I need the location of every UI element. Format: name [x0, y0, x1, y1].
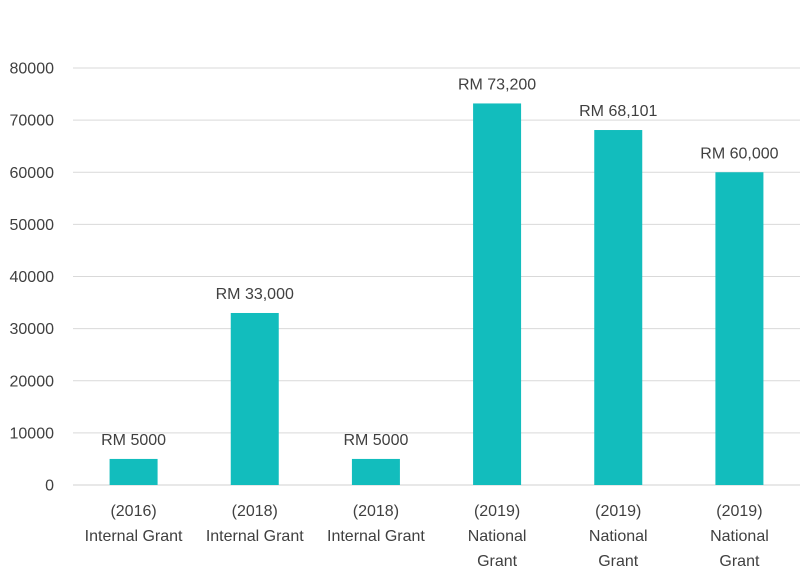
- x-tick-label-line: National: [710, 528, 769, 545]
- bar: [473, 103, 522, 485]
- data-label: RM 5000: [101, 432, 166, 449]
- x-axis-ticks: (2016) Internal Grant (2018) Internal Grant…: [85, 503, 769, 570]
- bar: [715, 172, 764, 485]
- x-tick-label-line: Internal Grant: [85, 528, 183, 545]
- x-tick-label-line: Grant: [598, 553, 639, 570]
- x-tick-label-line: Grant: [477, 553, 518, 570]
- data-label: RM 5000: [343, 432, 408, 449]
- x-tick-label: (2019) National Grant: [710, 503, 769, 570]
- x-tick-label-line: Internal Grant: [206, 528, 304, 545]
- gridlines: [73, 67, 800, 486]
- x-tick-label: (2019) National Grant: [589, 503, 648, 570]
- y-tick-label: 80000: [10, 61, 55, 78]
- y-tick-label: 20000: [10, 373, 55, 390]
- x-tick-label-line: (2016): [110, 503, 156, 520]
- x-tick-label-line: National: [589, 528, 648, 545]
- bar: [594, 130, 643, 485]
- data-label: RM 73,200: [458, 76, 536, 93]
- x-tick-label-line: (2018): [353, 503, 399, 520]
- y-axis-ticks: 0 10000 20000 30000 40000 50000 60000 70000 8000…: [10, 61, 55, 495]
- y-tick-label: 30000: [10, 321, 55, 338]
- x-tick-label-line: (2019): [595, 503, 641, 520]
- data-label: RM 33,000: [216, 286, 294, 303]
- x-tick-label-line: Internal Grant: [327, 528, 425, 545]
- x-tick-label-line: Grant: [719, 553, 760, 570]
- y-tick-label: 10000: [10, 425, 55, 442]
- x-tick-label: (2016) Internal Grant: [85, 503, 183, 545]
- x-tick-label: (2018) Internal Grant: [206, 503, 304, 545]
- x-tick-label-line: National: [468, 528, 527, 545]
- bars: [109, 103, 764, 485]
- y-tick-label: 50000: [10, 217, 55, 234]
- x-tick-label-line: (2018): [232, 503, 278, 520]
- bar: [351, 458, 400, 485]
- y-tick-label: 40000: [10, 269, 55, 286]
- data-label: RM 68,101: [579, 103, 657, 120]
- bar: [109, 458, 158, 485]
- y-tick-label: 60000: [10, 165, 55, 182]
- x-tick-label-line: (2019): [716, 503, 762, 520]
- y-tick-label: 0: [45, 478, 54, 495]
- y-tick-label: 70000: [10, 113, 55, 130]
- bar: [230, 312, 279, 485]
- data-label: RM 60,000: [700, 145, 778, 162]
- data-labels: RM 5000 RM 33,000 RM 5000 RM 73,200 RM 68,10…: [101, 76, 779, 448]
- x-tick-label: (2019) National Grant: [468, 503, 527, 570]
- x-tick-label: (2018) Internal Grant: [327, 503, 425, 545]
- x-tick-label-line: (2019): [474, 503, 520, 520]
